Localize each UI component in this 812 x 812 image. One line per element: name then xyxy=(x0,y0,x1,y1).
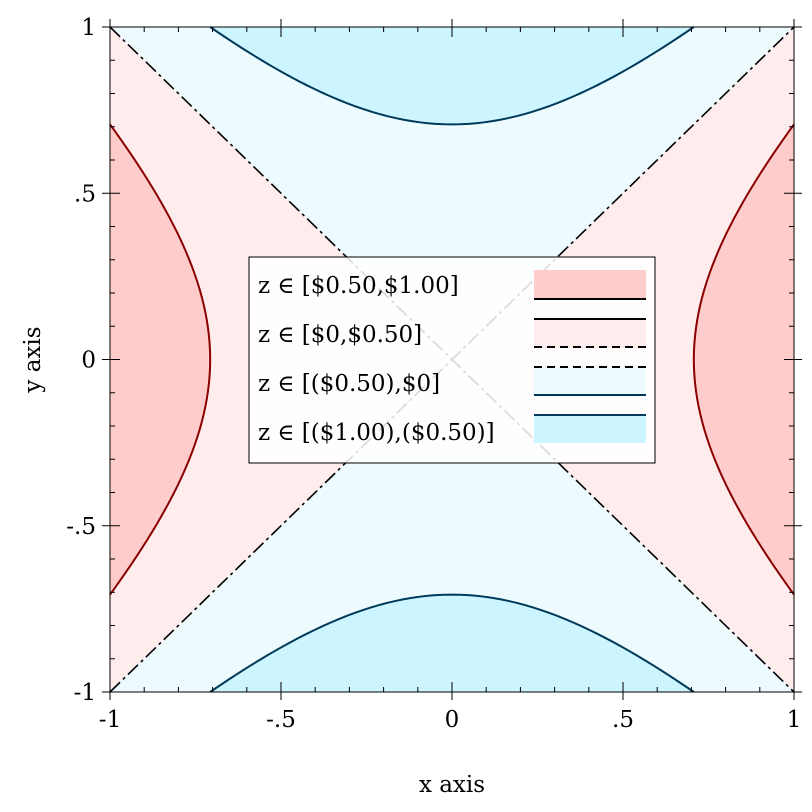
contour-line-pos-left xyxy=(109,123,212,596)
x-tick-label: .5 xyxy=(612,707,634,733)
legend-label-0: z ∈ [$0.50,$1.00] xyxy=(258,273,459,299)
band-z-pos-strong-left xyxy=(110,124,211,595)
tick-labels: -1 -.5 0 .5 1 -1 -.5 0 .5 1 xyxy=(66,15,801,733)
contour-line-neg-bottom xyxy=(209,593,695,693)
band-z-neg-strong-top xyxy=(210,27,694,125)
x-tick-label: 1 xyxy=(787,707,802,733)
legend-swatch-fill-1 xyxy=(534,319,646,348)
x-tick-label: -1 xyxy=(99,707,121,733)
legend-label-2: z ∈ [($0.50),$0] xyxy=(258,371,440,397)
legend-swatch-fill-3 xyxy=(534,415,646,443)
legend-label-1: z ∈ [$0,$0.50] xyxy=(258,322,422,348)
y-tick-label: 1 xyxy=(81,15,96,41)
contour-line-pos-right xyxy=(692,123,795,596)
y-tick-label: -1 xyxy=(74,680,96,706)
band-z-pos-strong-right xyxy=(693,124,794,595)
legend: z ∈ [$0.50,$1.00] z ∈ [$0,$0.50] z ∈ [($… xyxy=(248,256,656,464)
x-axis-label: x axis xyxy=(419,772,485,798)
contour-line-neg-top xyxy=(209,26,695,126)
x-tick-label: 0 xyxy=(445,707,460,733)
y-axis-label: y axis xyxy=(20,326,46,393)
legend-label-3: z ∈ [($1.00),($0.50)] xyxy=(258,420,495,446)
y-tick-label: -.5 xyxy=(66,514,96,540)
legend-swatches xyxy=(534,270,646,443)
y-tick-label: .5 xyxy=(74,181,96,207)
y-tick-label: 0 xyxy=(81,348,96,374)
legend-swatch-fill-0 xyxy=(534,270,646,299)
legend-swatch-fill-2 xyxy=(534,367,646,396)
x-tick-label: -.5 xyxy=(266,707,296,733)
axis-ticks xyxy=(102,19,802,700)
band-z-neg-strong-bottom xyxy=(210,594,694,692)
